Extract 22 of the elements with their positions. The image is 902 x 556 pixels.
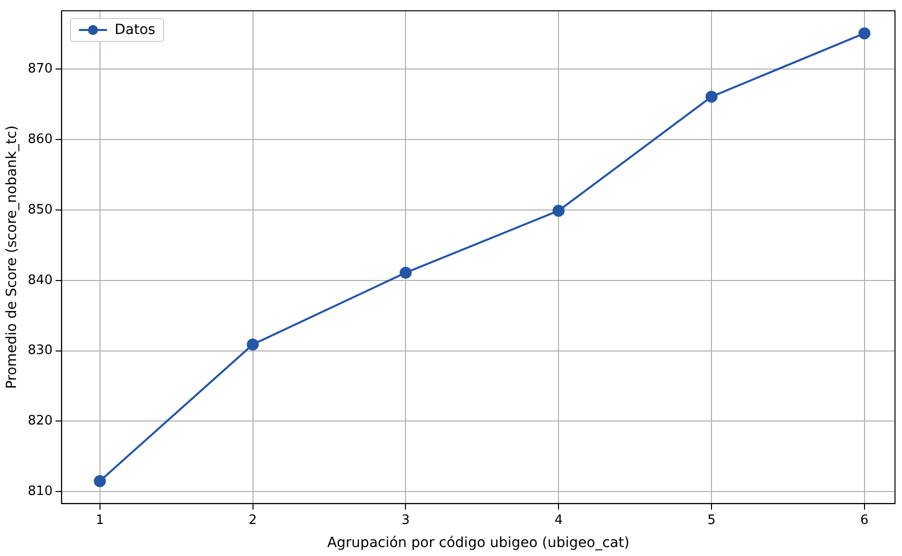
x-tick-label: 3	[402, 512, 410, 528]
point	[858, 27, 870, 40]
point	[94, 475, 106, 488]
x-tick-label: 6	[860, 512, 869, 528]
y-tick-label: 850	[28, 202, 53, 218]
point	[246, 338, 259, 350]
x-axis-title: Agrupación por código ubigeo (ubigeo_cat)	[327, 535, 630, 552]
y-tick-label: 860	[28, 132, 53, 148]
x-tick-label: 2	[248, 512, 257, 528]
x-tick-label: 4	[554, 512, 563, 528]
y-tick-label: 830	[28, 343, 53, 358]
legend-label: Datos	[114, 22, 156, 38]
y-axis-title: Promedio de Score (score_nobank_tc)	[4, 125, 20, 389]
point	[552, 204, 565, 217]
y-tick-label: 840	[28, 272, 53, 288]
point	[400, 266, 412, 279]
y-tick-label: 870	[28, 62, 53, 77]
y-tick-label: 810	[28, 484, 53, 500]
y-tick-label: 820	[28, 414, 53, 429]
x-tick-label: 5	[707, 512, 716, 528]
point	[706, 90, 718, 103]
x-tick-label: 1	[96, 512, 104, 528]
